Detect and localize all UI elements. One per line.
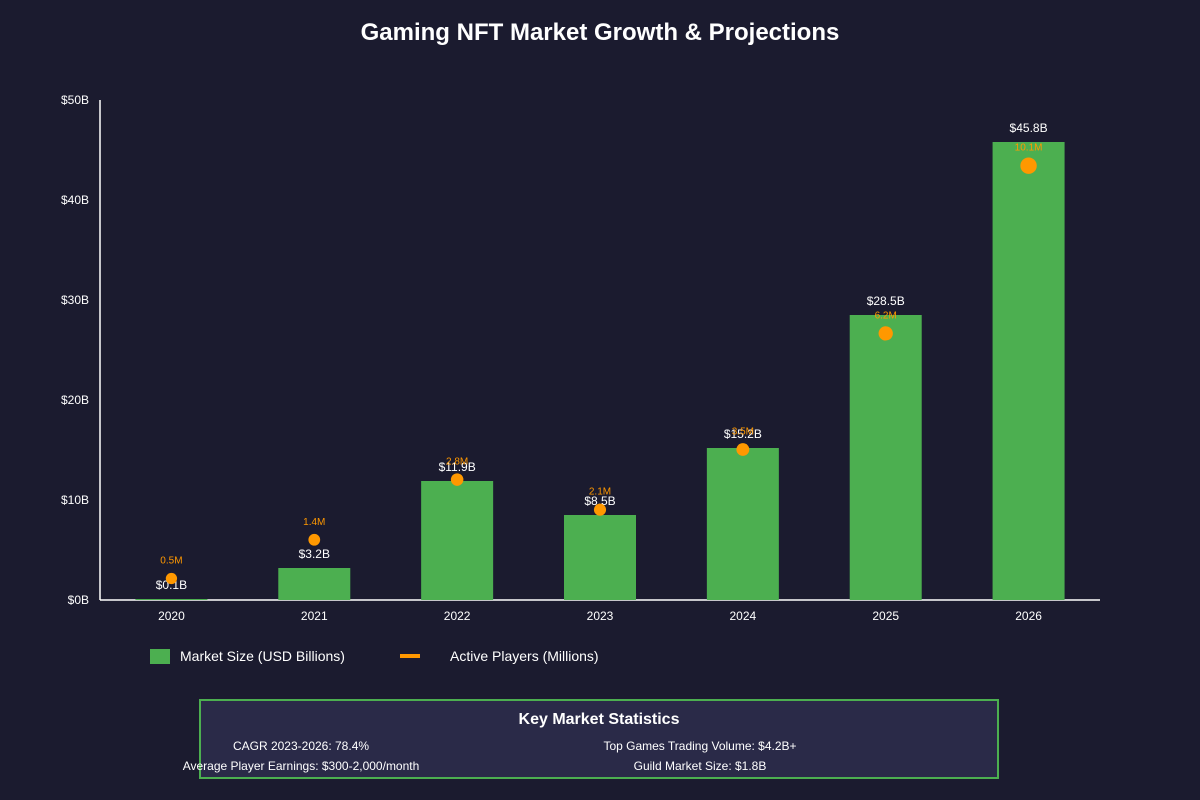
active-players-point	[736, 443, 750, 456]
active-players-value-label: 2.1M	[589, 487, 611, 498]
market-size-bar	[564, 515, 636, 600]
legend-label-active-players: Active Players (Millions)	[450, 648, 599, 664]
market-size-bar	[706, 448, 779, 600]
chart-axes: $0B $10B $20B $30B $40B $50B 2020 2021 2022 2023 2…	[61, 93, 1100, 623]
x-tick-label: 2022	[444, 609, 471, 623]
chart-title: Gaming NFT Market Growth & Projections	[361, 19, 840, 46]
x-tick-label: 2023	[587, 609, 614, 623]
legend-item-active-players: Active Players (Millions)	[400, 648, 599, 664]
active-players-value-label: 10.1M	[1015, 143, 1043, 154]
market-size-bar	[135, 599, 208, 600]
active-players-points: 0.5M 1.4M 2.8M 2.1M 3.5M 6.2M 10.1M	[160, 143, 1043, 585]
stat-guild-market: Guild Market Size: $1.8B	[633, 759, 767, 773]
market-size-bar	[992, 142, 1065, 600]
market-size-value-label: $11.9B	[439, 460, 476, 474]
active-players-point	[878, 326, 893, 341]
stat-player-earnings: Average Player Earnings: $300-2,000/mont…	[182, 759, 420, 773]
market-size-value-label: $28.5B	[867, 294, 905, 308]
market-size-bars: $0.1B $3.2B $11.9B $8.5B $15.2B $28.5B $45.8B	[135, 121, 1065, 600]
legend-item-market-size: Market Size (USD Billions)	[150, 648, 345, 664]
y-tick-label: $40B	[61, 193, 89, 207]
market-size-bar	[278, 568, 351, 600]
x-tick-label: 2021	[301, 609, 328, 623]
y-tick-label: $0B	[68, 593, 89, 607]
market-size-value-label: $15.2B	[724, 427, 762, 441]
market-size-value-label: $0.1B	[156, 578, 187, 592]
stats-title: Key Market Statistics	[518, 711, 680, 728]
active-players-value-label: 3.5M	[732, 427, 754, 438]
legend-label-market-size: Market Size (USD Billions)	[180, 648, 345, 664]
y-tick-label: $30B	[61, 293, 89, 307]
market-size-value-label: $8.5B	[584, 494, 615, 508]
market-size-value-label: $45.8B	[1010, 121, 1048, 135]
active-players-value-label: 0.5M	[160, 556, 182, 567]
stat-trading-volume: Top Games Trading Volume: $4.2B+	[603, 739, 797, 753]
x-tick-label: 2025	[872, 609, 899, 623]
active-players-point	[593, 503, 607, 516]
x-tick-label: 2024	[730, 609, 757, 623]
active-players-value-label: 2.8M	[446, 457, 468, 468]
y-tick-label: $20B	[61, 393, 89, 407]
market-size-bar	[421, 481, 494, 600]
key-market-stats-panel: Key Market Statistics CAGR 2023-2026: 78…	[183, 699, 999, 779]
x-tick-label: 2020	[158, 609, 185, 623]
active-players-value-label: 6.2M	[875, 310, 897, 321]
legend-swatch-market-size	[150, 648, 170, 664]
active-players-point	[165, 572, 178, 585]
active-players-point	[1020, 157, 1037, 174]
market-size-bar	[849, 315, 922, 600]
active-players-point	[308, 533, 321, 546]
market-size-value-label: $3.2B	[299, 547, 330, 561]
stat-cagr: CAGR 2023-2026: 78.4%	[232, 739, 370, 753]
x-tick-label: 2026	[1015, 609, 1042, 623]
legend-swatch-active-players	[400, 654, 420, 658]
active-players-point	[450, 473, 464, 486]
active-players-value-label: 1.4M	[303, 517, 325, 528]
y-tick-label: $10B	[61, 493, 89, 507]
y-tick-label: $50B	[61, 93, 89, 107]
